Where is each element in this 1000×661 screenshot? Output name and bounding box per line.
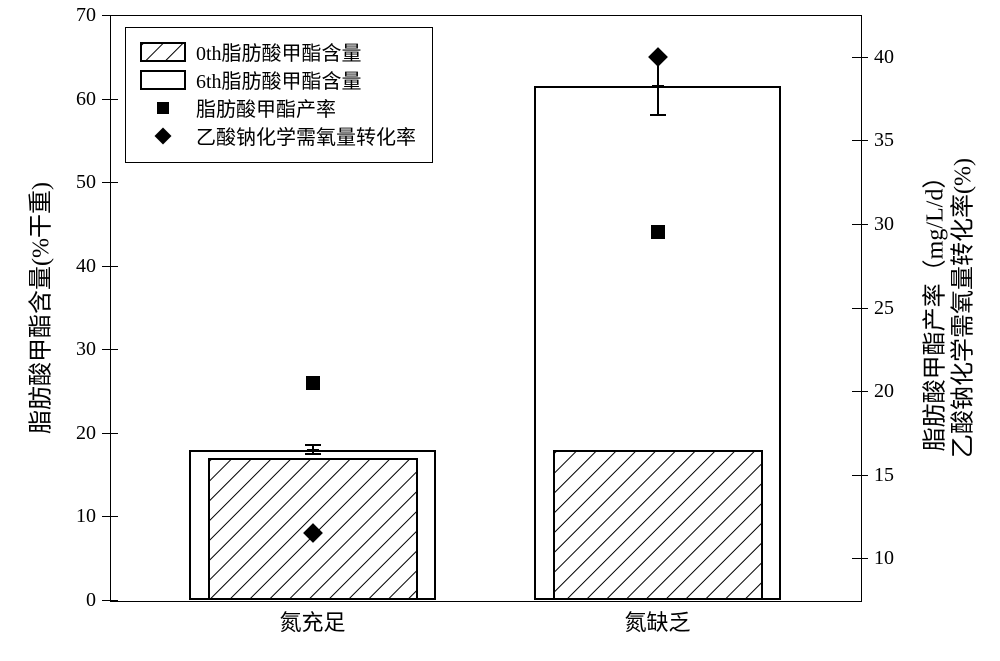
right-axis-tick-label: 10 [874,548,894,568]
legend-marker-square [140,102,186,114]
legend-item: 0th脂肪酸甲酯含量 [140,38,416,66]
left-axis-tick-label: 60 [66,89,96,109]
right-axis-tick-label: 20 [874,381,894,401]
left-axis-tick-label: 30 [66,339,96,359]
category-label: 氮缺乏 [624,612,690,634]
left-axis-tick-inner [110,15,118,16]
error-bar-cap-top [305,444,321,446]
left-axis-tick [102,433,110,434]
right-axis-tick [860,57,868,58]
left-axis-tick-inner [110,433,118,434]
right-axis-tick-inner [852,475,860,476]
right-axis-tick-inner [852,57,860,58]
left-axis-title: 脂肪酸甲酯含量(%干重) [21,182,56,434]
legend-item: 乙酸钠化学需氧量转化率 [140,122,416,150]
left-axis-tick-inner [110,182,118,183]
right-axis-tick-inner [852,308,860,309]
marker-square [306,376,320,390]
left-axis-tick [102,516,110,517]
error-bar-center-cap [307,449,319,451]
legend-swatch-open [140,70,186,90]
left-axis-tick-inner [110,266,118,267]
bar-0th [553,450,763,600]
chart-container: 脂肪酸甲酯含量(%干重) 脂肪酸甲酯产率（mg/L/d） 乙酸钠化学需氧量转化率… [0,0,1000,661]
error-bar-center-cap [652,85,664,87]
left-axis-tick-label: 40 [66,256,96,276]
category-label: 氮充足 [279,612,345,634]
left-axis-tick [102,600,110,601]
legend-label: 脂肪酸甲酯产率 [196,93,336,122]
right-axis-tick-inner [852,224,860,225]
right-axis-title-lower: 乙酸钠化学需氧量转化率(%) [943,158,978,458]
error-bar-cap-bottom [650,114,666,116]
left-axis-tick [102,266,110,267]
left-axis-tick [102,15,110,16]
right-axis-tick [860,558,868,559]
left-axis-tick [102,99,110,100]
left-axis-tick-label: 20 [66,423,96,443]
error-bar-cap-bottom [305,453,321,455]
left-axis-tick [102,349,110,350]
right-axis-tick-label: 40 [874,47,894,67]
left-axis-tick-label: 0 [66,590,96,610]
left-axis-tick-label: 50 [66,172,96,192]
right-axis-tick [860,308,868,309]
left-axis-tick-inner [110,349,118,350]
right-axis-tick-inner [852,391,860,392]
legend-label: 6th脂肪酸甲酯含量 [196,65,362,94]
left-axis-tick-inner [110,600,118,601]
legend-label: 0th脂肪酸甲酯含量 [196,37,362,66]
legend: 0th脂肪酸甲酯含量6th脂肪酸甲酯含量脂肪酸甲酯产率乙酸钠化学需氧量转化率 [125,27,433,163]
right-axis-tick [860,224,868,225]
legend-swatch-hatched [140,42,186,62]
right-axis-tick-inner [852,140,860,141]
legend-item: 脂肪酸甲酯产率 [140,94,416,122]
right-axis-tick-inner [852,558,860,559]
left-axis-tick-inner [110,99,118,100]
left-axis-tick-inner [110,516,118,517]
hatch-fill [555,452,761,598]
legend-marker-diamond [140,130,186,142]
right-axis-tick [860,140,868,141]
left-axis-tick [102,182,110,183]
legend-item: 6th脂肪酸甲酯含量 [140,66,416,94]
right-axis-tick-label: 30 [874,214,894,234]
right-axis-tick [860,391,868,392]
left-axis-tick-label: 70 [66,5,96,25]
right-axis-tick-label: 25 [874,298,894,318]
right-axis-tick-label: 35 [874,130,894,150]
legend-label: 乙酸钠化学需氧量转化率 [196,121,416,150]
left-axis-tick-label: 10 [66,506,96,526]
marker-square [651,225,665,239]
right-axis-tick [860,475,868,476]
right-axis-tick-label: 15 [874,465,894,485]
